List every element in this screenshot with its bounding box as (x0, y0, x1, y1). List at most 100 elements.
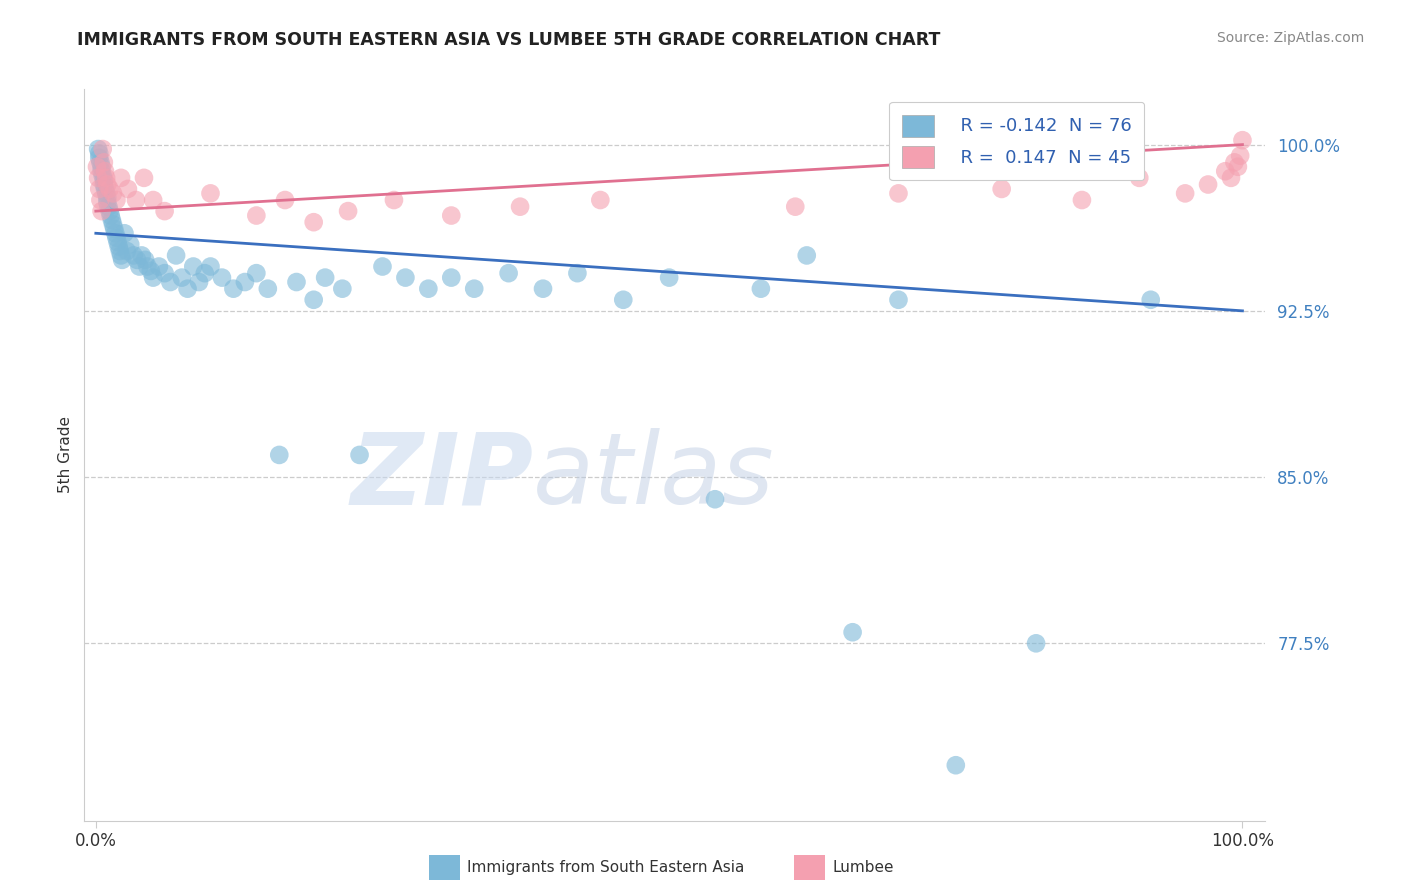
Point (394, 270, 416, 285)
Point (98, 182, 121, 196)
Point (1025, 636, 1047, 650)
Point (100, 209, 122, 223)
Point (302, 215, 325, 229)
Point (658, 270, 681, 285)
Point (170, 270, 193, 285)
Point (211, 270, 233, 285)
Point (101, 218, 124, 232)
Point (91, 142, 114, 156)
Point (256, 282, 278, 296)
Point (125, 193, 148, 207)
Point (87, 142, 110, 156)
Point (96, 195, 118, 210)
Legend:   R = -0.142  N = 76,   R =  0.147  N = 45: R = -0.142 N = 76, R = 0.147 N = 45 (889, 102, 1144, 180)
Point (990, 182, 1012, 196)
Point (94, 186, 117, 201)
Point (94, 164, 117, 178)
Point (1071, 193, 1094, 207)
Point (98, 204, 121, 219)
Point (1213, 164, 1236, 178)
Point (90, 164, 112, 178)
Point (131, 248, 153, 262)
Text: Immigrants from South Eastern Asia: Immigrants from South Eastern Asia (467, 860, 744, 874)
Point (612, 293, 634, 307)
Point (94, 182, 117, 196)
Point (153, 204, 176, 219)
Point (134, 252, 156, 267)
Point (103, 222, 125, 236)
Point (589, 193, 612, 207)
Point (349, 448, 371, 462)
Point (96, 178, 118, 192)
Point (142, 193, 165, 207)
Point (127, 252, 149, 267)
Point (509, 200, 531, 214)
Point (1232, 133, 1254, 147)
Point (796, 248, 818, 262)
Point (93, 155, 115, 169)
Point (96, 191, 118, 205)
Point (97, 200, 120, 214)
Point (90, 160, 112, 174)
Point (176, 282, 198, 296)
Point (89, 182, 111, 196)
Point (382, 193, 405, 207)
Point (89, 151, 111, 165)
Point (1197, 178, 1219, 192)
Text: Source: ZipAtlas.com: Source: ZipAtlas.com (1216, 31, 1364, 45)
Point (285, 275, 308, 289)
Text: atlas: atlas (533, 428, 775, 525)
Point (440, 270, 463, 285)
Point (93, 173, 115, 187)
Point (115, 244, 138, 258)
Point (105, 230, 128, 244)
Point (1139, 293, 1161, 307)
Point (132, 170, 155, 185)
Point (233, 275, 256, 289)
Point (1226, 160, 1249, 174)
Point (274, 193, 297, 207)
Point (89, 155, 111, 169)
Point (887, 293, 910, 307)
Point (1223, 155, 1246, 169)
Point (111, 252, 134, 267)
Point (93, 178, 115, 192)
Point (181, 260, 204, 274)
Point (1174, 186, 1197, 201)
Point (887, 186, 910, 201)
Point (89, 193, 111, 207)
Point (463, 282, 485, 296)
Point (531, 282, 554, 296)
Point (128, 260, 150, 274)
Point (749, 282, 772, 296)
Point (90, 204, 112, 219)
Point (245, 266, 267, 280)
Point (245, 209, 267, 223)
Point (165, 248, 187, 262)
Text: IMMIGRANTS FROM SOUTH EASTERN ASIA VS LUMBEE 5TH GRADE CORRELATION CHART: IMMIGRANTS FROM SOUTH EASTERN ASIA VS LU… (77, 31, 941, 49)
Point (105, 193, 128, 207)
Point (498, 266, 520, 280)
Point (142, 270, 165, 285)
Point (785, 200, 807, 214)
Point (1229, 149, 1251, 163)
Point (148, 260, 170, 274)
Y-axis label: 5th Grade: 5th Grade (58, 417, 73, 493)
Point (86, 160, 108, 174)
Point (159, 275, 181, 289)
Point (314, 270, 336, 285)
Point (440, 209, 463, 223)
Point (567, 266, 589, 280)
Text: ZIP: ZIP (350, 428, 533, 525)
Point (330, 282, 353, 296)
Point (1128, 170, 1150, 185)
Point (945, 758, 967, 772)
Point (114, 227, 136, 241)
Point (136, 260, 159, 274)
Point (101, 213, 124, 227)
Point (418, 282, 440, 296)
Text: Lumbee: Lumbee (832, 860, 894, 874)
Point (107, 239, 129, 253)
Point (139, 264, 162, 278)
Point (1220, 170, 1243, 185)
